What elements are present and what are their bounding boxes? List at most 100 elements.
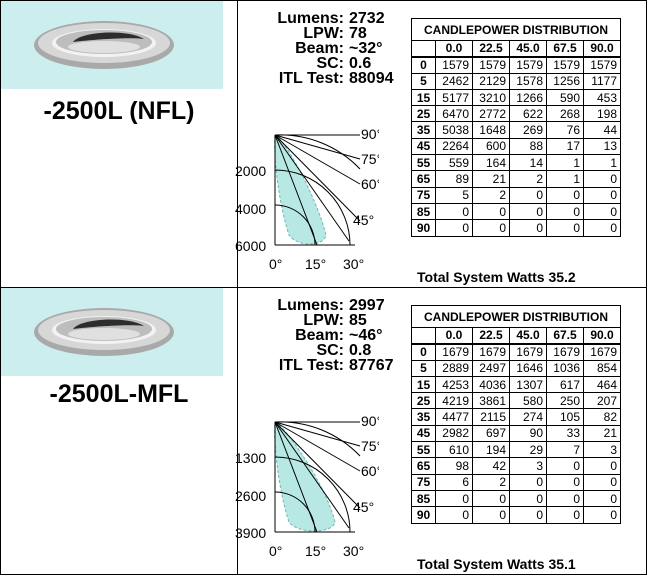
spec-list: Lumens: 2997 LPW: 85 Beam: ~46° SC: 0.8 ITL … xyxy=(241,298,411,374)
candela-cell: 1307 xyxy=(509,375,547,394)
row-angle: 45 xyxy=(411,137,436,156)
candela-cell: 1646 xyxy=(509,359,547,377)
angle-label-30: 30° xyxy=(343,256,364,272)
candela-cell: 250 xyxy=(546,392,584,410)
candela-cell: 76 xyxy=(546,121,584,139)
spec-itl-test: ITL Test: 87767 xyxy=(278,357,394,374)
candela-cell: 854 xyxy=(583,359,621,377)
table-title: CANDLEPOWER DISTRIBUTION xyxy=(411,18,621,41)
product-panel-mfl: -2500L-MFL Lumens: 2997 LPW: 85 Beam: ~46° … xyxy=(1,288,647,575)
downlight-fixture-icon xyxy=(34,21,174,69)
table-row: 35 4477 2115 274 105 82 xyxy=(411,408,621,426)
table-header-row: 0.0 22.5 45.0 67.5 90.0 xyxy=(411,39,621,58)
candela-cell: 105 xyxy=(546,408,584,426)
candela-cell: 1036 xyxy=(546,359,584,377)
table-row: 75 6 2 0 0 0 xyxy=(411,473,621,491)
radial-label: 2600 xyxy=(235,488,266,504)
row-angle: 0 xyxy=(411,343,436,361)
candlepower-table: CANDLEPOWER DISTRIBUTION 0.0 22.5 45.0 6… xyxy=(411,305,621,524)
candela-cell: 559 xyxy=(435,154,473,172)
row-angle: 65 xyxy=(411,170,436,188)
candela-cell: 21 xyxy=(472,170,510,188)
angle-label-60: 60° xyxy=(361,176,379,192)
beam-lobe xyxy=(274,421,336,532)
candela-cell: 33 xyxy=(546,424,584,443)
beam-lobe xyxy=(274,134,327,245)
row-angle: 25 xyxy=(411,105,436,123)
candela-cell: 1266 xyxy=(509,88,547,107)
candela-cell: 0 xyxy=(546,489,584,508)
candela-cell: 0 xyxy=(546,506,584,524)
row-angle: 15 xyxy=(411,375,436,394)
column-header: 67.5 xyxy=(546,326,584,345)
polar-candela-plot: 90° 75° 60° 45° 0° 15° 30° 2000 4000 600… xyxy=(229,126,382,284)
row-angle: 5 xyxy=(411,359,436,377)
row-angle: 75 xyxy=(411,186,436,204)
table-row: 15 4253 4036 1307 617 464 xyxy=(411,375,621,394)
table-row: 65 89 21 2 1 0 xyxy=(411,170,621,188)
candela-cell: 5177 xyxy=(435,88,473,107)
candela-cell: 82 xyxy=(583,408,621,426)
spec-lpw: LPW: 85 xyxy=(303,312,367,329)
row-angle: 25 xyxy=(411,392,436,410)
candela-cell: 464 xyxy=(583,375,621,394)
candela-cell: 5 xyxy=(435,186,473,204)
column-divider xyxy=(237,1,238,287)
table-row: 85 0 0 0 0 0 xyxy=(411,489,621,508)
candela-cell: 3 xyxy=(583,441,621,459)
angle-label-75: 75° xyxy=(361,438,379,454)
polar-grid xyxy=(274,134,361,246)
candela-cell: 2462 xyxy=(435,72,473,90)
candela-cell: 0 xyxy=(583,202,621,221)
table-row: 45 2264 600 88 17 13 xyxy=(411,137,621,156)
candela-cell: 2115 xyxy=(472,408,510,426)
table-row: 90 0 0 0 0 0 xyxy=(411,506,621,524)
total-system-watts: Total System Watts 35.2 xyxy=(417,269,576,285)
candela-cell: 0 xyxy=(509,473,547,491)
row-angle: 85 xyxy=(411,202,436,221)
candela-cell: 98 xyxy=(435,457,473,475)
spec-lpw: LPW: 78 xyxy=(303,25,367,42)
candela-cell: 0 xyxy=(509,506,547,524)
row-angle: 35 xyxy=(411,408,436,426)
candela-cell: 44 xyxy=(583,121,621,139)
column-header: 22.5 xyxy=(472,39,510,58)
row-angle: 15 xyxy=(411,88,436,107)
product-panel-nfl: -2500L (NFL) Lumens: 2732 LPW: 78 Beam: ~32… xyxy=(1,1,647,288)
candela-cell: 0 xyxy=(546,219,584,237)
candela-cell: 1 xyxy=(546,170,584,188)
candela-cell: 6470 xyxy=(435,105,473,123)
candela-cell: 1679 xyxy=(435,343,473,361)
product-name: -2500L-MFL xyxy=(49,380,189,408)
candela-cell: 697 xyxy=(472,424,510,443)
candela-cell: 2497 xyxy=(472,359,510,377)
candela-cell: 0 xyxy=(472,489,510,508)
candela-cell: 0 xyxy=(435,506,473,524)
candela-cell: 194 xyxy=(472,441,510,459)
spec-sc: SC: 0.6 xyxy=(316,55,372,72)
candela-cell: 4036 xyxy=(472,375,510,394)
candela-cell: 0 xyxy=(509,186,547,204)
candela-cell: 2 xyxy=(509,170,547,188)
table-header-row: 0.0 22.5 45.0 67.5 90.0 xyxy=(411,326,621,345)
candela-cell: 1679 xyxy=(509,343,547,361)
spec-list: Lumens: 2732 LPW: 78 Beam: ~32° SC: 0.6 ITL … xyxy=(241,11,411,87)
table-row: 0 1579 1579 1579 1579 1579 xyxy=(411,56,621,74)
table-row: 85 0 0 0 0 0 xyxy=(411,202,621,221)
candela-cell: 600 xyxy=(472,137,510,156)
candela-cell: 21 xyxy=(583,424,621,443)
radial-label: 4000 xyxy=(235,201,266,217)
table-corner xyxy=(411,326,436,345)
table-row: 35 5038 1648 269 76 44 xyxy=(411,121,621,139)
candela-cell: 13 xyxy=(583,137,621,156)
candela-cell: 610 xyxy=(435,441,473,459)
candela-cell: 0 xyxy=(546,473,584,491)
fixture-image xyxy=(1,288,223,376)
row-angle: 65 xyxy=(411,457,436,475)
table-row: 55 559 164 14 1 1 xyxy=(411,154,621,172)
table-row: 25 4219 3861 580 250 207 xyxy=(411,392,621,410)
candela-cell: 29 xyxy=(509,441,547,459)
candela-cell: 1 xyxy=(583,154,621,172)
candela-cell: 1 xyxy=(546,154,584,172)
